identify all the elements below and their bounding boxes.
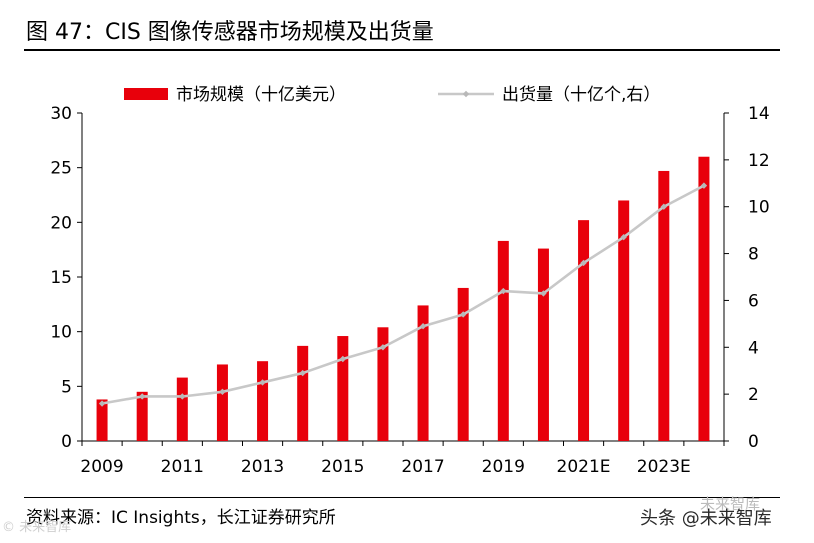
bar-2021E <box>578 220 590 441</box>
y-left-tick-label: 30 <box>50 104 72 124</box>
x-tick-label: 2015 <box>321 457 364 477</box>
shipment-point-2018 <box>459 311 467 318</box>
bar-2020 <box>537 248 549 441</box>
bar-2013 <box>257 361 269 441</box>
y-left-tick-label: 25 <box>50 159 72 179</box>
shipment-point-2016 <box>379 344 387 351</box>
legend-line-label: 出货量（十亿个,右） <box>502 85 660 105</box>
y-right-tick-label: 6 <box>748 291 759 311</box>
bar-2012 <box>216 364 228 441</box>
shipment-line <box>101 184 705 405</box>
y-right-tick-label: 0 <box>748 432 759 452</box>
shipment-point-2022E <box>620 233 627 241</box>
bar-2023E <box>658 170 670 442</box>
legend-line-marker <box>462 90 470 98</box>
shipment-point-2009 <box>98 400 106 407</box>
y-left-tick-label: 15 <box>50 268 72 288</box>
y-left-tick-label: 5 <box>61 377 72 397</box>
shipment-point-2010 <box>138 393 146 400</box>
source-divider <box>24 497 780 498</box>
shipment-point-2017 <box>419 323 427 330</box>
bar-2017 <box>417 305 429 441</box>
shipment-point-2020 <box>540 290 547 297</box>
source-note: 资料来源：IC Insights，长江证券研究所 <box>26 508 336 528</box>
legend-bar-label: 市场规模（十亿美元） <box>176 85 346 105</box>
y-right-tick-label: 10 <box>748 198 770 218</box>
bar-2009 <box>96 399 108 441</box>
shipment-point-2012 <box>219 388 226 395</box>
watermark-left: © 未来智库 <box>2 520 72 535</box>
bar-2022E <box>618 200 630 441</box>
x-tick-label: 2021E <box>557 457 611 477</box>
bar-2019 <box>497 240 509 441</box>
bar-2011 <box>176 377 188 441</box>
y-left-tick-label: 20 <box>50 213 72 233</box>
bar-2024E <box>698 156 710 441</box>
x-tick-label: 2013 <box>241 457 284 477</box>
y-left-tick-label: 0 <box>61 432 72 452</box>
bar-2015 <box>337 336 349 441</box>
y-right-tick-label: 2 <box>748 385 759 405</box>
bar-2014 <box>297 345 309 441</box>
shipment-point-2024E <box>700 182 708 189</box>
x-tick-label: 2009 <box>80 457 123 477</box>
title-divider <box>24 49 780 51</box>
y-right-tick-label: 8 <box>748 245 759 265</box>
x-tick-label: 2017 <box>401 457 444 477</box>
y-right-tick-label: 12 <box>748 151 770 171</box>
watermark-faint: 未来智库 <box>700 495 761 513</box>
y-left-tick-label: 10 <box>50 323 72 343</box>
shipment-point-2013 <box>259 379 266 386</box>
x-tick-label: 2011 <box>161 457 204 477</box>
shipment-point-2023E <box>660 203 668 210</box>
y-right-tick-label: 14 <box>748 104 770 124</box>
legend-bar-swatch <box>124 88 168 100</box>
bar-2010 <box>136 391 148 441</box>
shipment-point-2021E <box>580 259 587 267</box>
watermark-right: 头条 @未来智库 <box>640 508 772 529</box>
bar-2016 <box>377 327 389 441</box>
bar-2018 <box>457 287 469 441</box>
shipment-point-2015 <box>339 355 347 363</box>
shipment-point-2011 <box>179 393 186 400</box>
x-tick-label: 2019 <box>482 457 525 477</box>
x-tick-label: 2023E <box>637 457 691 477</box>
chart-title: 图 47：CIS 图像传感器市场规模及出货量 <box>26 20 434 45</box>
shipment-point-2014 <box>299 369 306 377</box>
y-right-tick-label: 4 <box>748 338 759 358</box>
shipment-point-2019 <box>500 287 507 295</box>
